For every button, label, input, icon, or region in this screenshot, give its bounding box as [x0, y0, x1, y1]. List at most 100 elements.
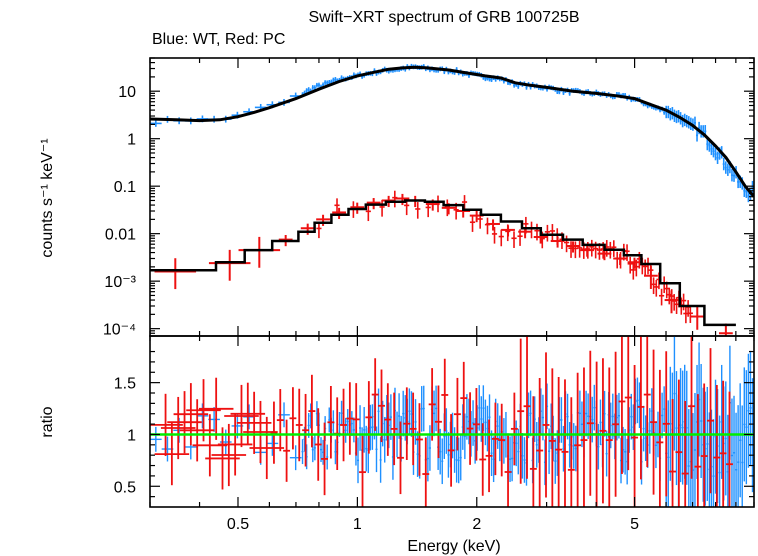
- wt-ratio-point: [447, 432, 450, 478]
- chart-subtitle: Blue: WT, Red: PC: [152, 31, 285, 48]
- pc-ratio-point: [567, 397, 575, 507]
- pc-ratio-point: [314, 408, 322, 481]
- wt-ratio-point: [636, 377, 639, 424]
- pc-ratio-point: [378, 369, 385, 443]
- pc-data-point: [614, 251, 620, 269]
- bottom-ylabel: ratio: [39, 406, 56, 437]
- wt-ratio-point: [326, 444, 329, 470]
- pc-ratio-point: [504, 435, 512, 507]
- pc-ratio-point: [283, 419, 291, 482]
- wt-data-point: [710, 142, 713, 156]
- wt-ratio-point: [745, 370, 748, 485]
- y-tick-label: 0.1: [114, 179, 136, 196]
- pc-ratio-point: [359, 435, 366, 507]
- pc-ratio-point: [580, 367, 588, 507]
- pc-ratio-point: [529, 396, 537, 507]
- pc-data-point: [648, 263, 654, 280]
- wt-ratio-point: [648, 408, 651, 454]
- pc-ratio-point: [662, 351, 670, 497]
- wt-ratio-point: [735, 412, 738, 507]
- wt-data-point: [317, 82, 320, 88]
- wt-data-point: [307, 87, 310, 92]
- wt-ratio-point: [741, 405, 744, 507]
- pc-ratio-point: [586, 350, 594, 496]
- pc-ratio-point: [447, 414, 455, 487]
- wt-data-point: [324, 80, 327, 85]
- wt-ratio-point: [371, 404, 374, 450]
- wt-ratio-point: [319, 437, 323, 463]
- pc-ratio-point: [485, 419, 493, 493]
- wt-data-point: [726, 163, 729, 176]
- wt-ratio-point: [597, 423, 600, 470]
- pc-ratio-point: [618, 336, 626, 475]
- wt-data-point: [517, 84, 520, 89]
- wt-ratio-point: [410, 391, 413, 437]
- pc-data-point: [568, 241, 574, 258]
- wt-ratio-point: [624, 429, 627, 475]
- pc-data-point: [444, 199, 450, 217]
- wt-data-point: [332, 77, 335, 83]
- pc-ratio-point: [694, 394, 702, 507]
- wt-ratio-point: [548, 428, 551, 475]
- pc-data-point: [332, 207, 346, 219]
- wt-ratio-point: [416, 431, 419, 477]
- pc-ratio-point: [150, 393, 183, 456]
- wt-ratio-point: [611, 393, 614, 440]
- wt-ratio-point: [650, 388, 653, 434]
- wt-ratio-point: [560, 397, 563, 443]
- wt-ratio-point: [478, 385, 481, 431]
- pc-ratio-point: [352, 383, 360, 456]
- wt-ratio-point: [457, 437, 460, 484]
- pc-ratio-point: [523, 336, 531, 479]
- top-ylabel: counts s⁻¹ keV⁻¹: [39, 138, 56, 257]
- wt-ratio-point: [566, 393, 569, 440]
- ratio-data: [150, 336, 754, 507]
- pc-ratio-point: [713, 385, 721, 507]
- wt-ratio-point: [515, 420, 518, 467]
- spectrum-frame: [149, 57, 755, 337]
- y-tick-label: 1: [127, 427, 136, 444]
- pc-data-point: [300, 223, 315, 235]
- pc-ratio-point: [536, 377, 544, 507]
- pc-ratio-point: [249, 416, 285, 480]
- wt-ratio-point: [749, 350, 752, 465]
- wt-data-point: [716, 151, 719, 164]
- wt-ratio-point: [313, 435, 316, 461]
- wt-ratio-point: [667, 400, 670, 507]
- wt-ratio-point: [352, 417, 355, 443]
- pc-ratio-point: [466, 392, 474, 465]
- pc-data-point: [681, 293, 687, 311]
- wt-ratio-point: [402, 390, 405, 437]
- wt-data-point: [722, 157, 725, 171]
- pc-data-point: [469, 215, 476, 232]
- pc-data-point: [534, 223, 540, 241]
- pc-ratio-point: [224, 384, 259, 448]
- pc-ratio-point: [198, 377, 234, 440]
- pc-data-point: [154, 258, 197, 290]
- wt-ratio-point: [517, 428, 520, 475]
- pc-ratio-point: [435, 385, 442, 459]
- wt-ratio-point: [675, 371, 678, 486]
- wt-ratio-point: [346, 409, 349, 434]
- wt-data-point: [315, 82, 318, 88]
- pc-ratio-point: [453, 377, 461, 451]
- pc-data-point: [549, 224, 555, 241]
- wt-data-point: [706, 137, 709, 151]
- wt-ratio-point: [599, 399, 602, 446]
- wt-data-point: [326, 80, 329, 86]
- wt-ratio-point: [484, 399, 487, 446]
- wt-ratio-point: [574, 425, 577, 472]
- pc-ratio-point: [340, 388, 347, 462]
- pc-ratio-point: [675, 379, 683, 507]
- pc-ratio-point: [403, 387, 411, 460]
- ratio-frame: [149, 335, 755, 508]
- pc-data-point: [659, 288, 665, 306]
- wt-ratio-point: [578, 390, 581, 437]
- wt-data-point: [712, 144, 715, 158]
- wt-ratio-point: [301, 439, 304, 465]
- pc-data-point: [365, 204, 371, 222]
- spectrum-ticks: 10 1 0.1 0.01 10⁻³ 10⁻⁴: [103, 57, 755, 339]
- wt-ratio-point: [356, 437, 360, 484]
- wt-ratio-point: [642, 405, 645, 452]
- pc-ratio-point: [491, 402, 499, 476]
